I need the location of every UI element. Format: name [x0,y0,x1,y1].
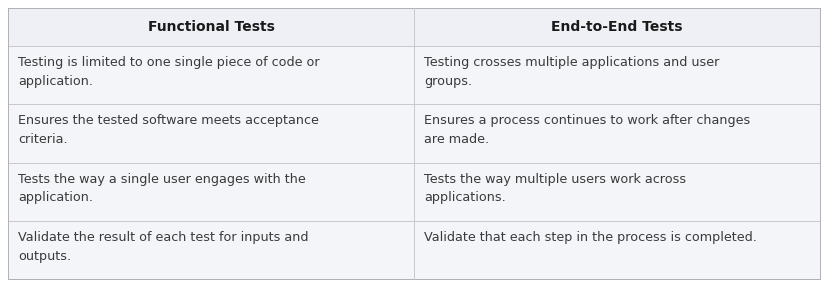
Text: Tests the way a single user engages with the
application.: Tests the way a single user engages with… [18,172,305,205]
Bar [8,8,414,46]
Bar [414,46,819,104]
Bar [414,8,819,46]
Bar [8,162,414,221]
Bar [414,162,819,221]
Text: Validate that each step in the process is completed.: Validate that each step in the process i… [423,231,756,244]
Bar [414,104,819,162]
Text: End-to-End Tests: End-to-End Tests [551,20,682,34]
Text: Functional Tests: Functional Tests [147,20,274,34]
Text: Validate the result of each test for inputs and
outputs.: Validate the result of each test for inp… [18,231,308,263]
Bar [8,221,414,279]
Bar [414,221,819,279]
Text: Testing is limited to one single piece of code or
application.: Testing is limited to one single piece o… [18,56,319,88]
Text: Ensures a process continues to work after changes
are made.: Ensures a process continues to work afte… [423,114,749,146]
Bar [8,46,414,104]
Text: Testing crosses multiple applications and user
groups.: Testing crosses multiple applications an… [423,56,719,88]
Text: Tests the way multiple users work across
applications.: Tests the way multiple users work across… [423,172,686,205]
Bar [8,104,414,162]
Text: Ensures the tested software meets acceptance
criteria.: Ensures the tested software meets accept… [18,114,318,146]
